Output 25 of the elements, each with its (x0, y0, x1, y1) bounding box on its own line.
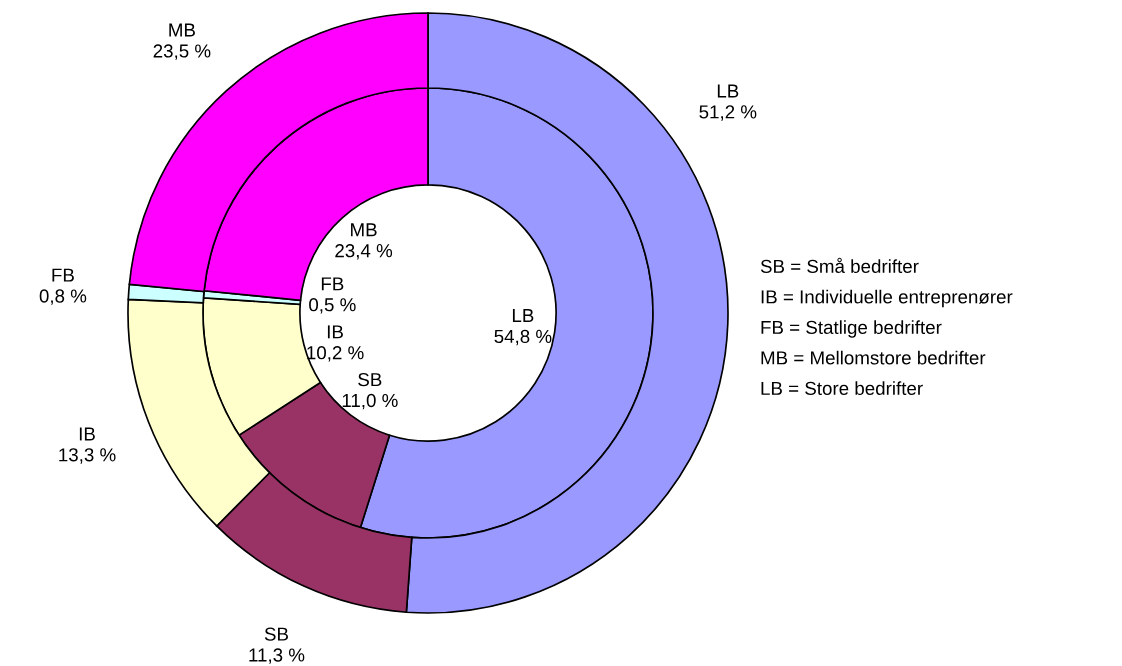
category-label: FB (52, 268, 74, 282)
slice-label: MB (169, 23, 195, 37)
data-label: 13,3 % (59, 448, 116, 464)
data-label: 23,5 % (153, 44, 211, 60)
data-label: 23,4 % (335, 244, 393, 260)
slice-label: FB (321, 277, 344, 291)
slice-label: MB (351, 223, 377, 237)
data-label: 54,8 % (494, 329, 552, 346)
data-label: 0,8 % (39, 289, 87, 305)
text: MB = Mellomstore bedrifter (761, 350, 986, 365)
slice-label: IB (327, 325, 343, 339)
data-label: 11,0 % (342, 393, 398, 410)
text: FB = Statlige bedrifter (761, 320, 942, 338)
text: LB = Store bedrifter (761, 381, 923, 396)
category-label: SB (264, 627, 288, 641)
data-label: 10,2 % (307, 346, 364, 362)
text: SB = Små bedrifter (760, 257, 919, 274)
slice-label: LB (512, 309, 534, 322)
category-label: IB (79, 427, 95, 441)
data-label: 51,2 % (699, 105, 757, 121)
slice-label: SB (358, 372, 382, 387)
text: IB = Individuelle entreprenører (761, 289, 1013, 308)
data-label: 11,3 % (249, 648, 305, 664)
data-label: 0,5 % (309, 298, 356, 314)
slice-label: LB (717, 84, 739, 98)
